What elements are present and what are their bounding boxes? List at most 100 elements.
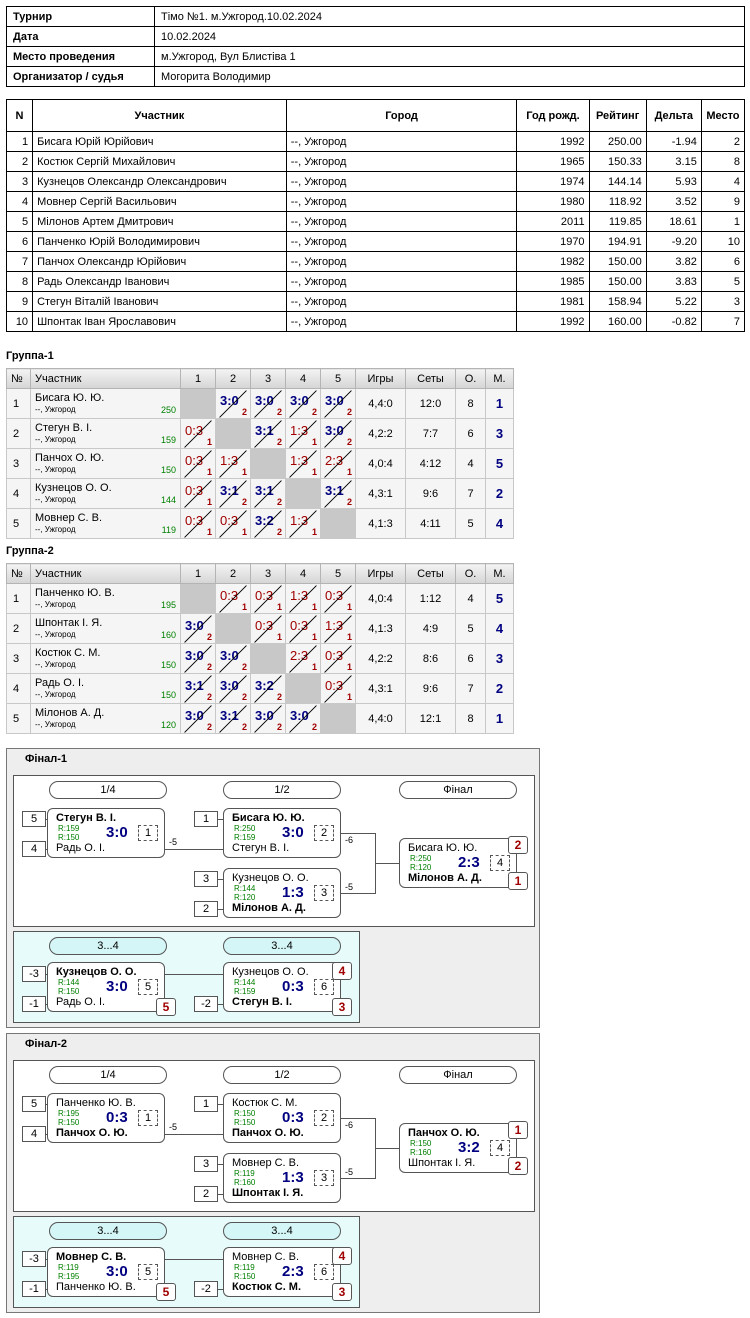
player-city: --, Ужгород [35,434,76,444]
seed-number: 3 [194,871,218,887]
player-1-name: Бисага Ю. Ю. [232,812,305,824]
table-cell: 118.92 [588,191,647,212]
player-1-name: Кузнецов О. О. [232,966,309,978]
game-number: 1 [138,1110,158,1126]
match-score: 0:3 [185,483,204,498]
points-cell: 5 [455,508,486,539]
match-points: 2 [346,407,352,417]
final-place: 1 [508,872,528,890]
group-row-number: 4 [6,478,31,509]
seed-number: 1 [194,1096,218,1112]
table-cell: --, Ужгород [285,171,518,192]
place-cell: 1 [485,703,514,734]
round-header: 1/4 [49,1066,167,1084]
bracket-line [341,1178,375,1179]
match-score: 0:3 [185,453,204,468]
table-cell: 3 [700,291,746,312]
player-2-rating: R:150 [234,1272,256,1281]
group-row: 5 Мілонов А. Д. --, Ужгород 120 3:0 2 3:1 2 3:0 2… [6,703,514,734]
sets-cell: 8:6 [405,643,456,674]
player-rating: 150 [160,659,176,670]
match-points: 1 [311,467,317,477]
bracket-line [341,833,375,834]
round-header: Фінал [399,1066,517,1084]
seed-number: 5 [22,1096,46,1112]
player-1-rating: R:150 [410,1139,432,1148]
result-cell: 0:3 1 [180,418,216,449]
table-cell: Бисага Юрій Юрійович [32,131,287,152]
bracket-line [165,1259,223,1260]
player-1-name: Кузнецов О. О. [56,966,137,978]
result-cell: 1:3 1 [215,448,251,479]
match-box: Костюк С. М. R:150 R:150 0:3 2 Панчох О. Ю. [223,1093,341,1143]
player-2-rating: R:150 [234,1118,256,1127]
group-row-number: 3 [6,643,31,674]
group-row: 2 Стегун В. І. --, Ужгород 159 0:3 1 3:1 2 1:3 1 3… [6,418,514,449]
player-city: --, Ужгород [35,404,76,414]
place-cell: 5 [485,583,514,614]
column-header: Рейтинг [588,99,647,132]
game-number: 3 [314,1170,334,1186]
table-cell: 3.82 [645,251,702,272]
seed-number: 1 [194,811,218,827]
group-column-header: М. [485,368,514,389]
match-points: 1 [276,632,282,642]
points-cell: 6 [455,643,486,674]
column-header: Год рожд. [516,99,590,132]
table-cell: 2 [700,131,746,152]
player-name: Панченко Ю. В. [35,586,115,599]
match-box: Кузнецов О. О. R:144 R:150 3:0 5 Радь О. І. [47,962,165,1012]
match-points: 2 [276,527,282,537]
table-cell: 150.33 [588,151,647,172]
final-title: Фінал-2 [25,1038,67,1050]
group-column-header: 1 [180,368,216,389]
table-cell: 1985 [516,271,590,292]
match-points: 1 [311,527,317,537]
player-1-name: Бисага Ю. Ю. [408,842,478,854]
group-column-header: 1 [180,563,216,584]
consolation-bracket: 3...4 3...4 -3 -1 Кузнецов О. О. R:144 R:150 3:… [13,931,360,1023]
group-title: Группа-1 [6,350,54,362]
diagonal-cell [250,643,286,674]
player-2-rating: R:120 [234,893,256,902]
match-score: 3:0 [325,393,344,408]
group-column-header: № [6,563,31,584]
result-cell: 3:0 2 [285,703,321,734]
player-2-name: Радь О. І. [56,996,106,1008]
player-2-name: Мілонов А. Д. [232,902,306,914]
match-score: 3:0 [106,824,128,841]
match-box: Мовнер С. В. R:119 R:150 2:3 6 Костюк С. М. [223,1247,341,1297]
player-2-name: Шпонтак І. Я. [232,1187,304,1199]
table-cell: 150.00 [588,251,647,272]
match-score: 2:3 [458,854,480,871]
sets-cell: 1:12 [405,583,456,614]
result-cell: 1:3 1 [285,583,321,614]
player-name: Панчох О. Ю. [35,451,105,464]
main-bracket: 1/4 1/2 Фінал 5 4 Панченко Ю. В. R:195 R:150 0:3… [13,1060,535,1212]
match-score: 3:1 [220,483,239,498]
player-name: Радь О. І. [35,676,85,689]
match-points: 1 [241,467,247,477]
consolation-bracket: 3...4 3...4 -3 -1 Мовнер С. В. R:119 R:195 3:0 5… [13,1216,360,1308]
match-points: 2 [241,497,247,507]
player-2-name: Стегун В. І. [232,996,293,1008]
group-row-number: 4 [6,673,31,704]
player-rating: 195 [160,599,176,610]
result-cell: 1:3 1 [285,448,321,479]
result-cell: 0:3 1 [180,448,216,479]
player-city: --, Ужгород [35,464,76,474]
table-cell: --, Ужгород [285,191,518,212]
player-rating: 144 [160,494,176,505]
group-row-number: 3 [6,448,31,479]
points-cell: 4 [455,583,486,614]
result-cell: 3:0 2 [250,388,286,419]
table-row: 1 Бисага Юрій Юрійович --, Ужгород 1992 250.… [5,131,746,152]
match-score: 3:2 [458,1139,480,1156]
group-player-cell: Костюк С. М. --, Ужгород 150 [30,643,181,674]
result-cell: 3:0 2 [180,703,216,734]
player-rating: 150 [160,464,176,475]
table-cell: 194.91 [588,231,647,252]
sets-cell: 12:0 [405,388,456,419]
player-name: Кузнецов О. О. [35,481,112,494]
table-cell: Стегун Віталій Іванович [32,291,287,312]
